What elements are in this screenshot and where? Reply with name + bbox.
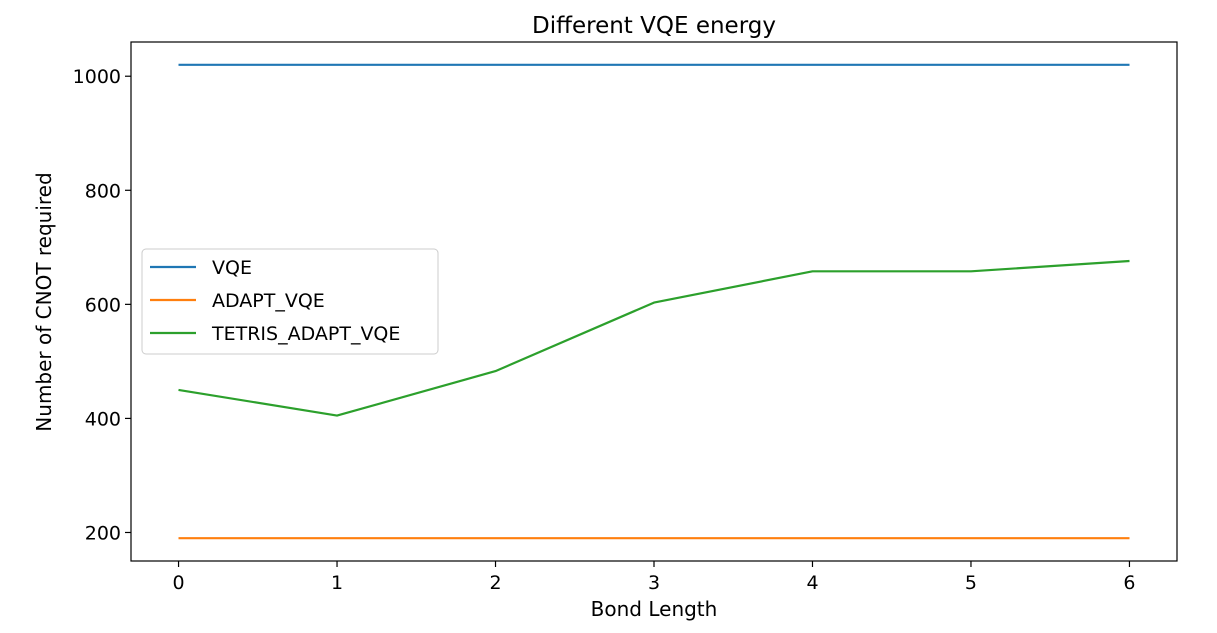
legend-label-vqe: VQE — [212, 257, 252, 279]
y-tick-label: 1000 — [73, 66, 121, 88]
x-tick-label: 4 — [806, 572, 818, 594]
y-tick-label: 400 — [85, 408, 121, 430]
y-axis-label: Number of CNOT required — [32, 172, 56, 431]
legend: VQE ADAPT_VQE TETRIS_ADAPT_VQE — [141, 248, 439, 355]
series-lines — [178, 63, 1130, 540]
y-axis-ticks: 200 400 600 800 1000 — [73, 66, 131, 544]
x-axis-ticks: 0 1 2 3 4 5 6 — [172, 561, 1136, 594]
x-axis-label: Bond Length — [591, 597, 718, 621]
y-tick-label: 800 — [85, 180, 121, 202]
x-tick-label: 5 — [965, 572, 977, 594]
x-tick-label: 0 — [172, 572, 184, 594]
series-line-tetris-adapt-vqe — [178, 259, 1130, 417]
x-tick-label: 2 — [489, 572, 501, 594]
y-tick-label: 600 — [85, 294, 121, 316]
x-tick-label: 6 — [1123, 572, 1135, 594]
chart-title: Different VQE energy — [532, 13, 776, 39]
x-tick-label: 3 — [648, 572, 660, 594]
legend-label-adapt-vqe: ADAPT_VQE — [212, 290, 325, 312]
y-tick-label: 200 — [85, 522, 121, 544]
legend-label-tetris-adapt-vqe: TETRIS_ADAPT_VQE — [211, 323, 400, 345]
x-tick-label: 1 — [331, 572, 343, 594]
legend-box — [141, 248, 439, 355]
